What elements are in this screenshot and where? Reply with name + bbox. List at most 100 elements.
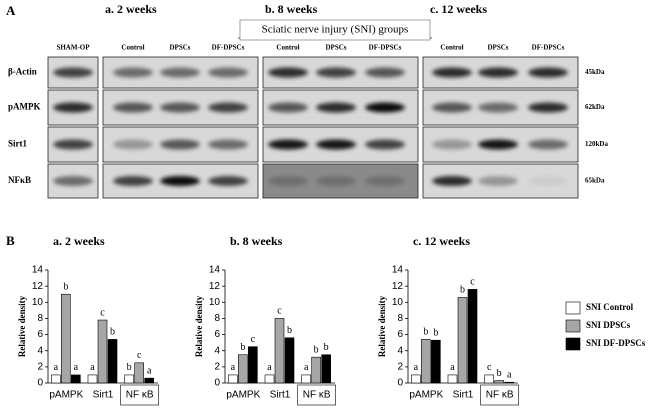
bar: [421, 339, 431, 384]
blot-band: [316, 67, 356, 78]
bar: [447, 374, 458, 384]
bar: [107, 339, 118, 384]
significance-letter: a: [507, 369, 512, 380]
blot-band: [432, 102, 472, 113]
column-label: SHAM-OP: [56, 44, 90, 52]
y-tick-label: 6: [37, 329, 43, 340]
y-tick-label: 0: [37, 378, 43, 389]
blot-band: [478, 176, 518, 186]
column-label: DF-DPSCs: [369, 44, 402, 52]
y-tick-label: 8: [214, 313, 220, 324]
blot-band: [365, 102, 405, 113]
column-label: Control: [276, 44, 299, 52]
y-tick-label: 14: [32, 265, 44, 276]
blot-band: [160, 176, 200, 186]
size-label: 45kDa: [585, 68, 605, 76]
blot-band: [53, 176, 93, 186]
y-tick-label: 12: [32, 281, 44, 292]
blot-band: [208, 139, 248, 150]
y-tick-label: 10: [32, 297, 44, 308]
bar: [248, 346, 258, 384]
bar: [301, 374, 311, 384]
category-box: [480, 384, 519, 406]
legend-swatch: [565, 301, 581, 315]
row-label: pAMPK: [8, 102, 41, 112]
y-tick-label: 6: [397, 329, 403, 340]
bar: [134, 362, 144, 384]
significance-letter: a: [74, 362, 79, 373]
x-tick-label: pAMPK: [49, 390, 83, 401]
blot-band: [53, 67, 93, 78]
x-tick-label: NF κB: [486, 390, 514, 401]
bar: [411, 374, 421, 384]
blot-band: [365, 176, 405, 186]
blot-band: [53, 102, 93, 113]
blot-band: [478, 67, 518, 78]
blot-band: [432, 176, 472, 186]
bar: [51, 374, 61, 384]
timepoint-title: b. 8 weeks: [265, 2, 318, 16]
x-tick-label: NF κB: [126, 390, 154, 401]
x-tick-label: Sirt1: [93, 390, 114, 401]
blot-band: [160, 102, 200, 113]
bar: [264, 374, 275, 384]
size-label: 120kDa: [585, 140, 608, 148]
bar: [494, 380, 504, 384]
significance-letter: c: [100, 307, 105, 318]
blot-band: [268, 176, 308, 186]
bar: [274, 318, 285, 384]
blot-band: [113, 67, 153, 78]
y-tick-label: 0: [214, 378, 220, 389]
blot-band: [528, 102, 568, 113]
y-tick-label: 2: [37, 361, 43, 372]
chart-title: a. 2 weeks: [53, 234, 105, 248]
bar: [321, 354, 331, 384]
y-tick-label: 14: [209, 265, 221, 276]
size-label: 62kDa: [585, 103, 605, 111]
blot-band: [208, 67, 248, 78]
column-label: DPSCs: [487, 44, 508, 52]
y-axis-label: Relative density: [194, 295, 204, 357]
blot-band: [268, 67, 308, 78]
blot-band: [478, 102, 518, 113]
timepoint-title: a. 2 weeks: [105, 2, 157, 16]
significance-letter: b: [423, 327, 428, 338]
bar: [71, 374, 81, 384]
y-axis-label: Relative density: [17, 295, 27, 357]
panel-label: B: [6, 233, 15, 248]
bar: [457, 297, 468, 384]
column-label: DPSCs: [325, 44, 346, 52]
blot-band: [528, 67, 568, 78]
blot-band: [268, 139, 308, 150]
legend-label: SNI Control: [586, 302, 634, 312]
group-box: [239, 19, 431, 41]
y-tick-label: 2: [214, 361, 220, 372]
significance-letter: b: [497, 368, 502, 379]
blot-band: [160, 139, 200, 150]
bar: [484, 374, 494, 384]
column-label: Control: [440, 44, 463, 52]
blot-band: [113, 139, 153, 150]
group-label: Sciatic nerve injury (SNI) groups: [262, 24, 409, 36]
legend-label: SNI DPSCs: [586, 320, 631, 330]
blot-band: [365, 139, 405, 150]
blot-band: [316, 176, 356, 186]
column-label: DF-DPSCs: [532, 44, 565, 52]
blot-band: [478, 139, 518, 150]
significance-letter: c: [487, 362, 492, 373]
blot-band: [528, 139, 568, 150]
significance-letter: c: [277, 306, 282, 317]
row-label: β-Actin: [8, 67, 37, 77]
significance-letter: b: [240, 342, 245, 353]
significance-letter: b: [287, 325, 292, 336]
significance-letter: a: [304, 362, 309, 373]
y-tick-label: 6: [214, 329, 220, 340]
column-label: DPSCs: [169, 44, 190, 52]
blot-band: [316, 102, 356, 113]
x-tick-label: pAMPK: [409, 390, 443, 401]
bar: [504, 381, 514, 384]
bar: [467, 289, 478, 384]
significance-letter: b: [110, 327, 115, 338]
significance-letter: c: [137, 350, 142, 361]
